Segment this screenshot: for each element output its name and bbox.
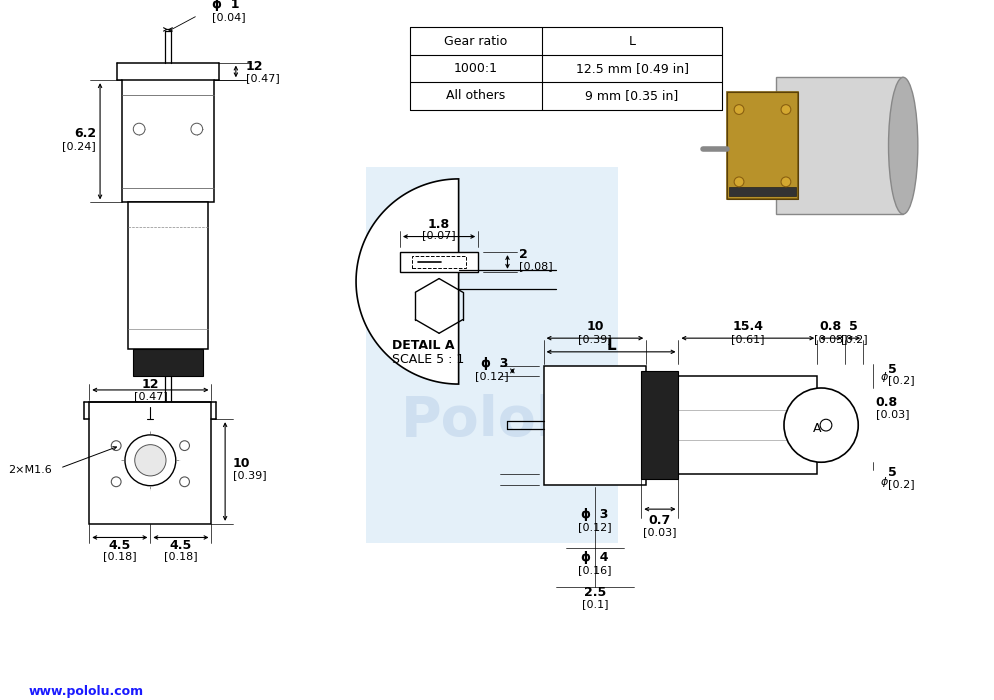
Text: 0.7: 0.7 — [648, 514, 670, 527]
Text: 2: 2 — [519, 248, 528, 260]
Bar — [729, 187, 795, 197]
Bar — [727, 92, 797, 200]
Text: [0.39]: [0.39] — [578, 334, 611, 344]
Text: [0.03]: [0.03] — [813, 334, 847, 344]
Bar — [366, 167, 617, 543]
Text: 4.5: 4.5 — [108, 539, 131, 552]
Text: [0.08]: [0.08] — [519, 261, 553, 271]
Circle shape — [125, 435, 176, 486]
Text: [0.2]: [0.2] — [887, 375, 913, 385]
Text: 2×M1.6: 2×M1.6 — [8, 465, 52, 475]
Text: 2.5: 2.5 — [583, 586, 605, 598]
Circle shape — [819, 419, 831, 431]
Text: 0.8: 0.8 — [819, 320, 841, 333]
Text: 4.5: 4.5 — [170, 539, 192, 552]
Bar — [543, 365, 645, 484]
Circle shape — [191, 123, 203, 135]
Circle shape — [780, 177, 790, 187]
Text: [0.12]: [0.12] — [474, 371, 508, 381]
Bar — [727, 92, 797, 200]
Bar — [89, 402, 212, 524]
Circle shape — [134, 444, 166, 476]
Text: 5: 5 — [887, 363, 896, 376]
Bar — [775, 77, 903, 214]
Text: 10: 10 — [233, 457, 250, 470]
Text: ϕ  1: ϕ 1 — [212, 0, 240, 10]
Bar — [128, 202, 208, 349]
Text: 12: 12 — [141, 377, 159, 391]
Text: L: L — [605, 339, 615, 354]
Circle shape — [180, 441, 189, 451]
Circle shape — [180, 477, 189, 486]
Circle shape — [734, 104, 744, 114]
Text: [0.61]: [0.61] — [731, 334, 763, 344]
Text: 9 mm [0.35 in]: 9 mm [0.35 in] — [584, 90, 678, 102]
Text: 12.5 mm [0.49 in]: 12.5 mm [0.49 in] — [575, 62, 688, 75]
Text: ϕ  4: ϕ 4 — [580, 552, 608, 564]
Text: [0.07]: [0.07] — [421, 230, 455, 241]
Circle shape — [780, 104, 790, 114]
Bar — [412, 256, 466, 268]
Circle shape — [111, 477, 121, 486]
Text: 10: 10 — [585, 320, 603, 333]
Text: [0.18]: [0.18] — [164, 551, 198, 561]
Circle shape — [783, 388, 858, 462]
Text: ϕ: ϕ — [880, 477, 888, 486]
Text: ϕ  3: ϕ 3 — [481, 356, 508, 370]
Text: [0.03]: [0.03] — [875, 410, 909, 419]
Bar — [641, 372, 678, 479]
Text: Gear ratio: Gear ratio — [443, 34, 507, 48]
Text: [0.2]: [0.2] — [887, 479, 913, 489]
Text: ϕ  3: ϕ 3 — [580, 508, 608, 521]
Bar — [121, 80, 214, 202]
Circle shape — [133, 123, 145, 135]
Text: 1.8: 1.8 — [427, 218, 449, 231]
Text: [0.04]: [0.04] — [212, 12, 246, 22]
Text: ϕ: ϕ — [880, 372, 888, 382]
Text: L: L — [628, 34, 635, 48]
Text: [0.47]: [0.47] — [133, 391, 167, 401]
Bar — [400, 252, 478, 272]
Text: [0.12]: [0.12] — [578, 522, 611, 532]
Text: 0.8: 0.8 — [875, 396, 897, 409]
Text: A: A — [812, 421, 821, 435]
Text: All others: All others — [445, 90, 505, 102]
Bar — [133, 349, 203, 377]
Text: 15.4: 15.4 — [732, 320, 762, 333]
Text: 6.2: 6.2 — [74, 127, 96, 140]
Text: [0.03]: [0.03] — [642, 528, 676, 538]
Text: [0.47]: [0.47] — [246, 74, 279, 83]
Text: 1000:1: 1000:1 — [453, 62, 497, 75]
Polygon shape — [356, 179, 458, 384]
Text: DETAIL A: DETAIL A — [392, 340, 454, 353]
Text: www.pololu.com: www.pololu.com — [29, 685, 144, 699]
Circle shape — [111, 441, 121, 451]
Text: [0.2]: [0.2] — [840, 334, 867, 344]
Text: [0.18]: [0.18] — [103, 551, 136, 561]
Text: [0.1]: [0.1] — [581, 599, 607, 609]
Text: SCALE 5 : 1: SCALE 5 : 1 — [392, 354, 464, 366]
Bar — [645, 377, 816, 474]
Text: 12: 12 — [246, 60, 262, 73]
Text: [0.24]: [0.24] — [63, 141, 96, 151]
Text: [0.16]: [0.16] — [578, 565, 611, 575]
Text: Pololu: Pololu — [401, 394, 594, 448]
Text: 5: 5 — [849, 320, 858, 333]
Text: 5: 5 — [887, 466, 896, 479]
Text: [0.39]: [0.39] — [233, 470, 266, 480]
Ellipse shape — [888, 77, 916, 214]
Circle shape — [734, 177, 744, 187]
